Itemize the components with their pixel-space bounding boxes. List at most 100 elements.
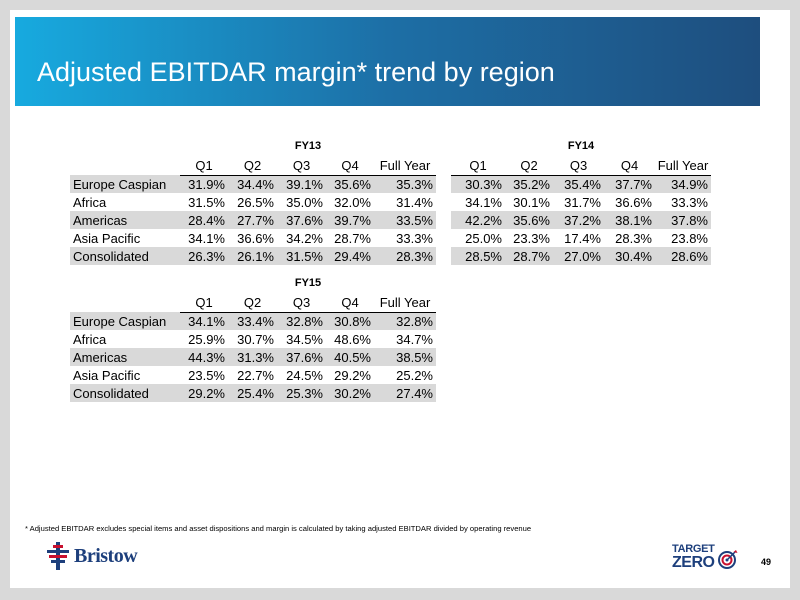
cell: 37.6% — [277, 348, 326, 366]
column-header: Full Year — [374, 157, 436, 176]
cell: 37.8% — [655, 211, 711, 229]
region-label: Americas — [70, 348, 180, 366]
target-zero-line1: TARGET — [672, 543, 715, 555]
cell: 29.2% — [334, 367, 371, 383]
cell: 38.1% — [604, 211, 655, 229]
region-label: Europe Caspian — [70, 175, 180, 193]
cell: 32.8% — [277, 312, 326, 330]
table-row: Consolidated 26.3% 26.1% 31.5% 29.4% 28.… — [70, 247, 436, 265]
cell: 29.4% — [326, 247, 374, 265]
cell: 31.9% — [180, 175, 228, 193]
cell: 34.4% — [228, 175, 277, 193]
cell: 35.6% — [505, 211, 553, 229]
cell: 42.2% — [451, 211, 505, 229]
fiscal-year-label: FY14 — [567, 139, 595, 152]
cell: 25.9% — [188, 331, 225, 347]
fy14-table: FY14 Q1 Q2 Q3 Q4 Full Year 30.3% 35.2% 3… — [451, 135, 711, 265]
cell: 38.5% — [374, 348, 436, 366]
cell: 48.6% — [334, 331, 371, 347]
cell: 34.7% — [396, 331, 433, 347]
cell: 34.9% — [655, 175, 711, 193]
table-row: Europe Caspian 34.1% 33.4% 32.8% 30.8% 3… — [70, 312, 436, 330]
table-row: 30.3% 35.2% 35.4% 37.7% 34.9% — [451, 175, 711, 193]
cell: 33.4% — [228, 312, 277, 330]
column-header: Q4 — [604, 157, 655, 176]
target-zero-line2: ZERO — [672, 554, 715, 571]
cell: 29.2% — [180, 384, 228, 402]
target-icon — [718, 550, 738, 569]
cell: 26.5% — [237, 194, 274, 210]
cell: 33.3% — [396, 230, 433, 246]
cell: 31.5% — [277, 247, 326, 265]
column-header: Q4 — [326, 157, 374, 176]
table-row: Consolidated 29.2% 25.4% 25.3% 30.2% 27.… — [70, 384, 436, 402]
column-header: Q2 — [228, 294, 277, 313]
cell: 25.0% — [465, 230, 502, 246]
cell: 28.6% — [655, 247, 711, 265]
cell: 26.1% — [228, 247, 277, 265]
fy13-table: FY13 Q1 Q2 Q3 Q4 Full Year Europe Caspia… — [70, 135, 436, 265]
region-label: Africa — [73, 331, 107, 347]
table-row: 28.5% 28.7% 27.0% 30.4% 28.6% — [451, 247, 711, 265]
cell: 23.8% — [671, 230, 708, 246]
cell: 22.7% — [237, 367, 274, 383]
cell: 37.2% — [553, 211, 604, 229]
cell: 37.7% — [604, 175, 655, 193]
region-label: Americas — [70, 211, 180, 229]
region-label: Africa — [73, 194, 107, 210]
column-header: Full Year — [374, 294, 436, 313]
column-header: Q1 — [451, 157, 505, 176]
table-row: Europe Caspian 31.9% 34.4% 39.1% 35.6% 3… — [70, 175, 436, 193]
column-header: Q1 — [180, 294, 228, 313]
cell: 34.1% — [465, 194, 502, 210]
table-row: Americas 28.4% 27.7% 37.6% 39.7% 33.5% — [70, 211, 436, 229]
cell: 40.5% — [326, 348, 374, 366]
cell: 35.0% — [286, 194, 323, 210]
cell: 33.5% — [374, 211, 436, 229]
cell: 31.5% — [188, 194, 225, 210]
target-zero-logo: TARGET ZERO — [672, 543, 748, 577]
column-header: Q3 — [553, 157, 604, 176]
cell: 32.8% — [374, 312, 436, 330]
table-row: 25.0% 23.3% 17.4% 28.3% 23.8% — [451, 229, 711, 247]
cell: 34.2% — [286, 230, 323, 246]
cell: 33.3% — [671, 194, 708, 210]
cell: 35.2% — [505, 175, 553, 193]
cell: 36.6% — [615, 194, 652, 210]
cell: 27.0% — [553, 247, 604, 265]
cell: 23.3% — [513, 230, 550, 246]
cell: 44.3% — [180, 348, 228, 366]
region-label: Asia Pacific — [73, 367, 141, 383]
cell: 28.4% — [180, 211, 228, 229]
cell: 30.1% — [513, 194, 550, 210]
cell: 32.0% — [334, 194, 371, 210]
page-number: 49 — [761, 557, 772, 567]
footnote: * Adjusted EBITDAR excludes special item… — [25, 524, 532, 533]
column-header: Q4 — [326, 294, 374, 313]
cell: 31.3% — [228, 348, 277, 366]
table-row: Americas 44.3% 31.3% 37.6% 40.5% 38.5% — [70, 348, 436, 366]
table-row: 34.1% 30.1% 31.7% 36.6% 33.3% — [451, 193, 711, 211]
fy15-table: FY15 Q1 Q2 Q3 Q4 Full Year Europe Caspia… — [70, 272, 436, 402]
fiscal-year-label: FY15 — [294, 276, 322, 289]
cell: 34.5% — [286, 331, 323, 347]
cell: 23.5% — [188, 367, 225, 383]
cell: 24.5% — [286, 367, 323, 383]
cell: 27.4% — [374, 384, 436, 402]
cell: 31.4% — [396, 194, 433, 210]
cell: 28.3% — [615, 230, 652, 246]
cell: 26.3% — [180, 247, 228, 265]
title-bar: Adjusted EBITDAR margin* trend by region — [15, 17, 760, 106]
cell: 28.7% — [505, 247, 553, 265]
cell: 25.4% — [228, 384, 277, 402]
cell: 27.7% — [228, 211, 277, 229]
cell: 30.4% — [604, 247, 655, 265]
cell: 39.1% — [277, 175, 326, 193]
column-header: Full Year — [655, 157, 711, 176]
cell: 30.3% — [451, 175, 505, 193]
cell: 34.1% — [180, 312, 228, 330]
cell: 28.5% — [451, 247, 505, 265]
column-header: Q3 — [277, 294, 326, 313]
column-header: Q1 — [180, 157, 228, 176]
cell: 37.6% — [277, 211, 326, 229]
